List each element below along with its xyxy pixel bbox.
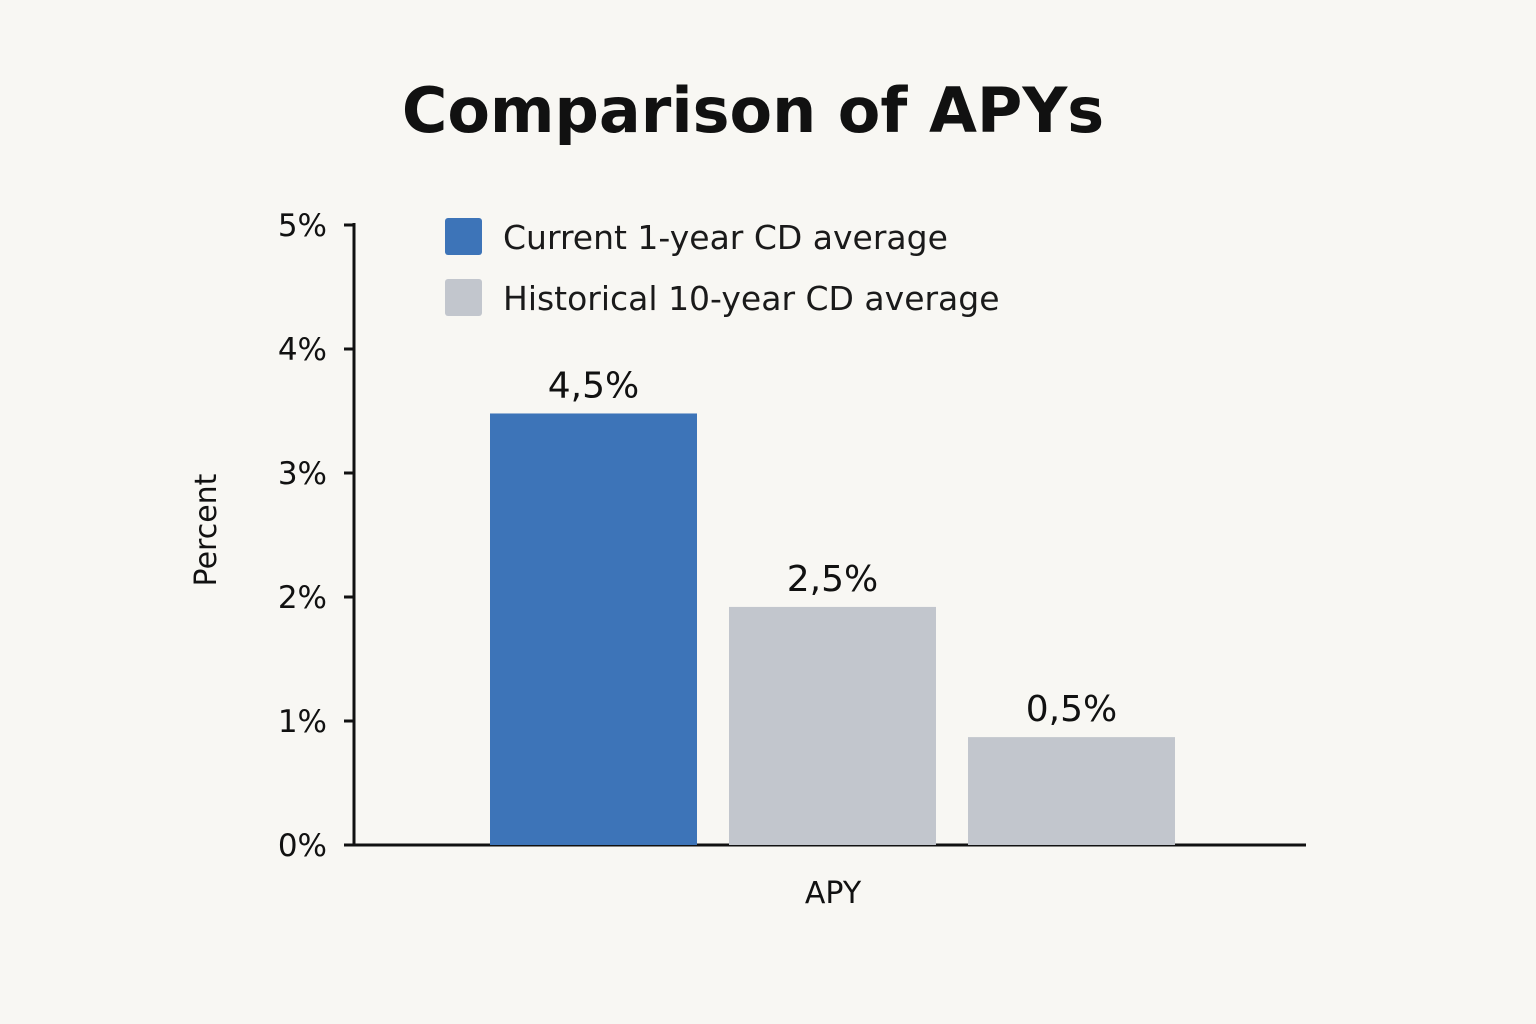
legend-label: Current 1-year CD average [503, 218, 948, 257]
y-tick-label: 1% [278, 704, 327, 740]
y-axis-ticks: 0% 1% 2% 3% 4% 5% [278, 208, 354, 864]
legend-swatch [445, 218, 482, 255]
y-tick-label: 5% [278, 208, 327, 244]
bar [729, 606, 936, 845]
x-axis-label: APY [805, 876, 862, 911]
legend-swatch [445, 279, 482, 316]
y-tick-label: 2% [278, 580, 327, 616]
bar-value-label: 0,5% [1026, 689, 1117, 730]
legend-label: Historical 10-year CD average [503, 279, 1000, 318]
bars: 4,5% 2,5% 0,5% [490, 365, 1175, 845]
y-tick-label: 0% [278, 828, 327, 864]
bar-value-label: 4,5% [548, 365, 639, 406]
chart-title: Comparison of APYs [402, 74, 1104, 147]
bar-value-label: 2,5% [787, 559, 878, 600]
y-axis-label: Percent [189, 473, 224, 586]
y-tick-label: 4% [278, 332, 327, 368]
y-tick-label: 3% [278, 456, 327, 492]
legend: Current 1-year CD average Historical 10-y… [445, 218, 1000, 318]
bar [968, 737, 1175, 845]
bar [490, 413, 697, 845]
